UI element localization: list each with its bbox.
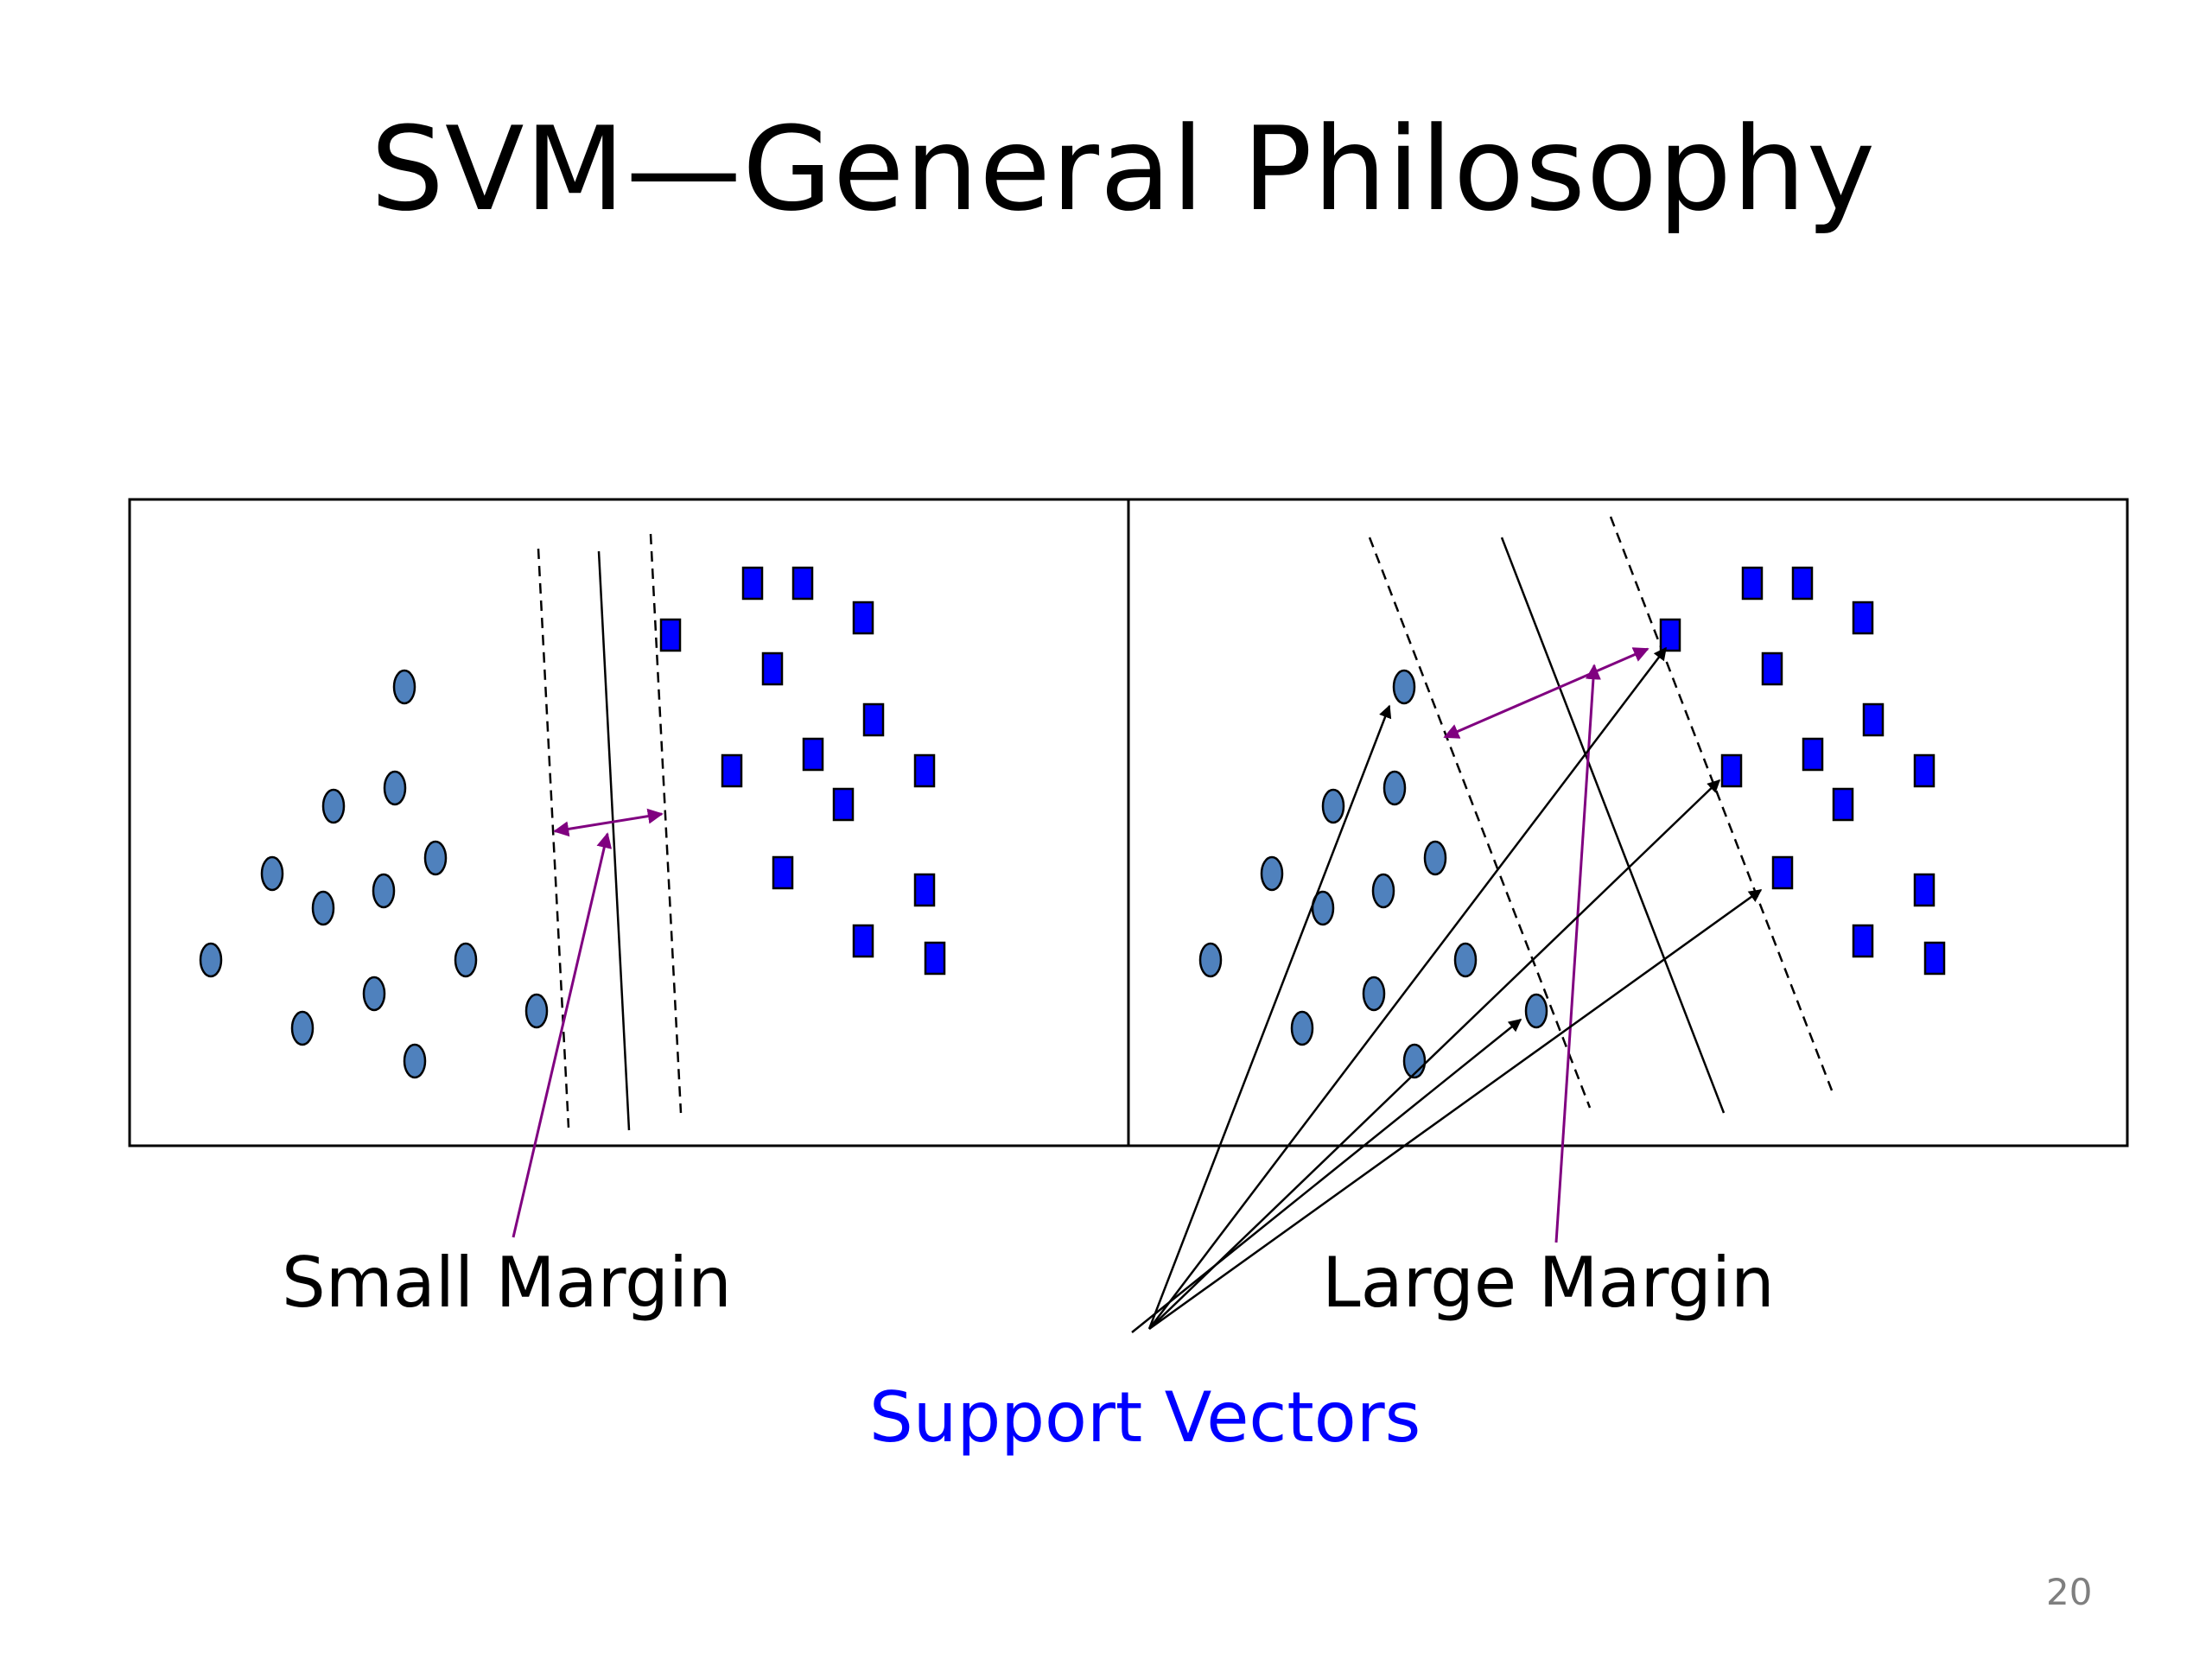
square-point [802, 737, 824, 772]
right-panel-frame [1127, 498, 2129, 1147]
square-point [913, 753, 936, 788]
circle-point [290, 1010, 315, 1046]
slide-title: SVM—General Philosophy [370, 102, 1877, 237]
square-point [1802, 737, 1824, 772]
circle-point [454, 942, 478, 978]
square-point [1852, 924, 1874, 958]
small-margin-width-arrow [553, 808, 664, 837]
square-point [1913, 873, 1936, 907]
square-point [741, 566, 764, 601]
large-margin-pointer-arrow [1554, 664, 1601, 1243]
square-point [924, 941, 946, 976]
square-point [1771, 855, 1794, 890]
left-panel-frame [128, 498, 1130, 1147]
circle-point [403, 1043, 427, 1079]
right-margin-line-2 [1609, 516, 1834, 1091]
square-point [862, 702, 885, 737]
square-point [761, 652, 784, 686]
square-point [721, 753, 743, 788]
square-point [1852, 601, 1874, 635]
circle-point [1392, 669, 1416, 705]
left-margin-line-1 [537, 548, 570, 1128]
square-point [913, 873, 936, 907]
left-square-points [659, 566, 946, 976]
small-margin-pointer-arrow [512, 832, 613, 1238]
circle-point [423, 840, 448, 876]
square-point [772, 855, 794, 890]
square-point [1913, 753, 1936, 788]
square-point [1720, 753, 1743, 788]
square-point [1923, 941, 1946, 976]
circle-point [392, 669, 416, 705]
page-number: 20 [2046, 1571, 2093, 1613]
square-point [852, 601, 874, 635]
circle-point [524, 993, 549, 1029]
circle-point [383, 770, 407, 806]
circle-point [1453, 942, 1478, 978]
circle-point [1290, 1010, 1314, 1046]
circle-point [1382, 770, 1407, 806]
circle-point [260, 855, 284, 892]
support-vector-arrow [1148, 888, 1763, 1331]
circle-point [1371, 873, 1395, 909]
small-margin-label: Small Margin [282, 1243, 732, 1323]
support-vector-arrow [1148, 779, 1721, 1330]
square-point [659, 618, 682, 652]
left-margin-line-2 [649, 533, 683, 1114]
circle-point [1260, 855, 1284, 892]
square-point [1862, 702, 1885, 737]
square-point [1761, 652, 1783, 686]
circle-point [1321, 788, 1345, 824]
circle-point [1362, 976, 1386, 1012]
support-vectors-label: Support Vectors [869, 1377, 1421, 1458]
square-point [1832, 787, 1854, 822]
right-circle-points [1198, 669, 1548, 1079]
support-vector-arrow [1148, 646, 1667, 1330]
circle-point [311, 890, 335, 926]
circle-point [321, 788, 346, 824]
right-square-points [1659, 566, 1946, 976]
circle-point [362, 976, 386, 1012]
circle-point [372, 873, 396, 909]
circle-point [1423, 840, 1447, 876]
circle-point [1524, 993, 1548, 1029]
large-margin-width-arrow [1443, 647, 1649, 739]
square-point [1791, 566, 1814, 601]
square-point [852, 924, 874, 958]
square-point [832, 787, 855, 822]
left-circle-points [199, 669, 549, 1079]
circle-point [1198, 942, 1223, 978]
large-margin-label: Large Margin [1322, 1243, 1775, 1323]
square-point [791, 566, 814, 601]
square-point [1741, 566, 1764, 601]
right-margin-line-1 [1368, 537, 1592, 1109]
circle-point [199, 942, 223, 978]
support-vector-arrow [1147, 704, 1392, 1330]
square-point [1659, 618, 1681, 652]
left-hyperplane [597, 550, 631, 1131]
support-vector-arrow [1131, 1019, 1522, 1333]
support-vector-arrows [1131, 646, 1763, 1333]
right-hyperplane [1500, 537, 1726, 1114]
